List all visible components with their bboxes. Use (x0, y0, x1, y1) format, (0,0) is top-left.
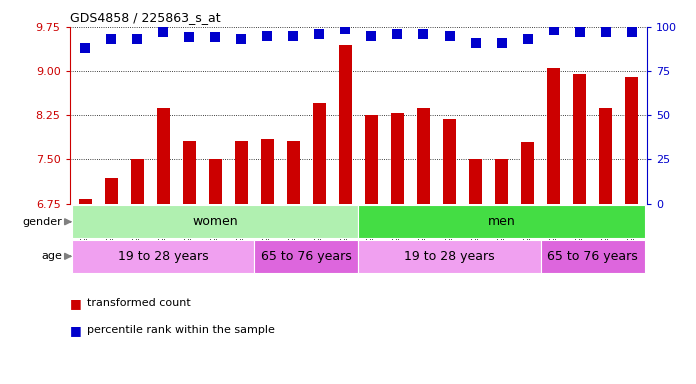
Text: age: age (41, 251, 62, 262)
Text: GDS4858 / 225863_s_at: GDS4858 / 225863_s_at (70, 11, 220, 24)
Point (392, 31, 403, 37)
Point (548, 27, 559, 33)
Bar (573, 74, 586, 204)
Bar (443, 119, 456, 204)
Point (444, 33, 455, 39)
Point (158, 29, 169, 35)
Point (574, 29, 585, 35)
Bar (287, 141, 300, 204)
Bar (313, 103, 326, 204)
Text: ■: ■ (70, 297, 81, 310)
Point (184, 35, 195, 41)
Bar (358, 240, 541, 273)
Text: percentile rank within the sample: percentile rank within the sample (87, 325, 275, 335)
Bar (625, 77, 638, 204)
Point (79, 45, 90, 51)
Bar (495, 159, 508, 204)
Point (132, 36, 143, 42)
Text: 19 to 28 years: 19 to 28 years (404, 250, 495, 263)
Bar (417, 108, 430, 204)
Bar (209, 159, 222, 204)
Point (366, 33, 377, 39)
Point (106, 36, 117, 42)
Bar (261, 139, 274, 204)
Text: transformed count: transformed count (87, 298, 191, 308)
Bar (104, 178, 118, 204)
Text: gender: gender (22, 217, 62, 227)
Bar (339, 45, 352, 204)
Point (496, 40, 507, 46)
Point (522, 36, 533, 42)
Bar (72, 240, 254, 273)
Bar (254, 240, 358, 273)
Bar (79, 199, 92, 204)
Point (340, 26, 351, 32)
Text: 65 to 76 years: 65 to 76 years (547, 250, 638, 263)
Bar (365, 115, 378, 204)
Bar (599, 108, 612, 204)
Point (288, 33, 299, 39)
Point (470, 40, 481, 46)
Text: men: men (488, 215, 516, 228)
Bar (541, 240, 644, 273)
Text: ■: ■ (70, 324, 81, 337)
Point (236, 36, 247, 42)
Point (209, 35, 221, 41)
Bar (547, 68, 560, 204)
Bar (72, 205, 358, 238)
Point (262, 33, 273, 39)
Bar (131, 159, 144, 204)
Point (314, 31, 325, 37)
Bar (235, 141, 248, 204)
Text: 19 to 28 years: 19 to 28 years (118, 250, 209, 263)
Point (626, 29, 638, 35)
Text: women: women (193, 215, 238, 228)
Bar (391, 113, 404, 204)
Point (418, 31, 429, 37)
Text: 65 to 76 years: 65 to 76 years (261, 250, 351, 263)
Bar (358, 205, 644, 238)
Bar (469, 159, 482, 204)
Point (600, 29, 611, 35)
Bar (183, 141, 196, 204)
Bar (157, 108, 170, 204)
Bar (521, 142, 534, 204)
